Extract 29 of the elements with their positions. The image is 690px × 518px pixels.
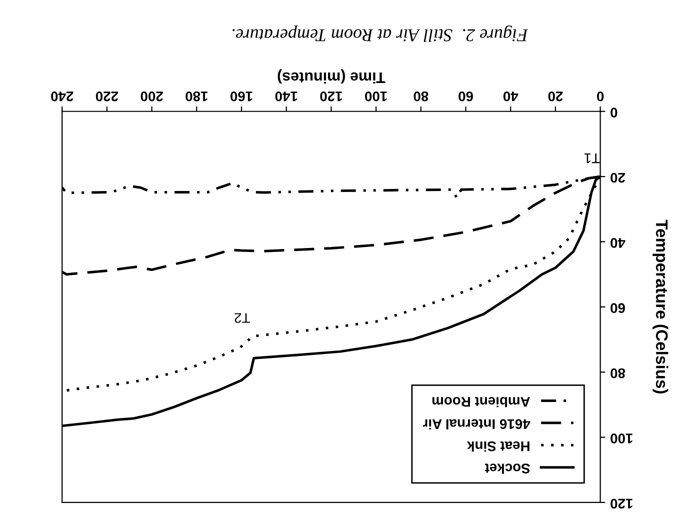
legend-label: Ambient Room	[432, 396, 530, 408]
y-tick-label: 20	[610, 172, 625, 183]
x-tick-label: 120	[320, 91, 342, 102]
x-tick-label: 140	[275, 91, 298, 102]
chart-title: Figure 2. Still Air at Room Temperature.	[232, 25, 528, 42]
legend-label: Socket	[484, 464, 530, 474]
y-tick-label: 100	[610, 434, 632, 444]
x-tick-label: 100	[365, 91, 387, 102]
x-axis-title: Time (minutes)	[278, 69, 386, 84]
annotation: T2	[234, 313, 250, 323]
x-tick-label: 160	[230, 91, 252, 102]
y-tick-label: 40	[610, 238, 626, 248]
x-tick-label: 220	[96, 91, 118, 102]
x-tick-label: 180	[186, 91, 208, 102]
x-tick-label: 0	[597, 91, 604, 102]
y-tick-label: 120	[610, 498, 632, 509]
y-tick-label: 60	[610, 303, 625, 314]
x-tick-label: 80	[414, 91, 428, 102]
x-tick-label: 60	[458, 91, 473, 102]
x-tick-label: 40	[503, 91, 518, 102]
y-tick-label: 0	[610, 108, 618, 118]
x-tick-label: 200	[140, 91, 163, 102]
legend-label: Heat Sink	[467, 441, 530, 452]
legend-label: 4616 Internal Air	[422, 419, 530, 430]
x-tick-label: 240	[51, 91, 74, 102]
x-tick-label: 20	[548, 91, 563, 102]
y-tick-label: 80	[610, 368, 626, 378]
annotation: T1	[584, 154, 600, 164]
y-axis-title: Temperature (Celsius)	[652, 220, 668, 394]
